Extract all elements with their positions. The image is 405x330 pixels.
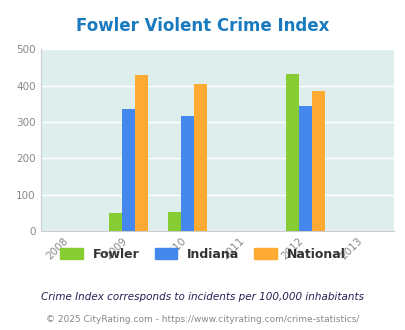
Bar: [181, 116, 194, 231]
Bar: [135, 75, 148, 231]
Bar: [286, 74, 298, 231]
Bar: [168, 212, 181, 231]
Text: Fowler Violent Crime Index: Fowler Violent Crime Index: [76, 17, 329, 35]
Bar: [311, 90, 324, 231]
Bar: [109, 213, 122, 231]
Legend: Fowler, Indiana, National: Fowler, Indiana, National: [55, 243, 350, 266]
Bar: [194, 84, 207, 231]
Text: Crime Index corresponds to incidents per 100,000 inhabitants: Crime Index corresponds to incidents per…: [41, 292, 364, 302]
Bar: [298, 106, 311, 231]
Text: © 2025 CityRating.com - https://www.cityrating.com/crime-statistics/: © 2025 CityRating.com - https://www.city…: [46, 315, 359, 324]
Bar: [122, 109, 135, 231]
